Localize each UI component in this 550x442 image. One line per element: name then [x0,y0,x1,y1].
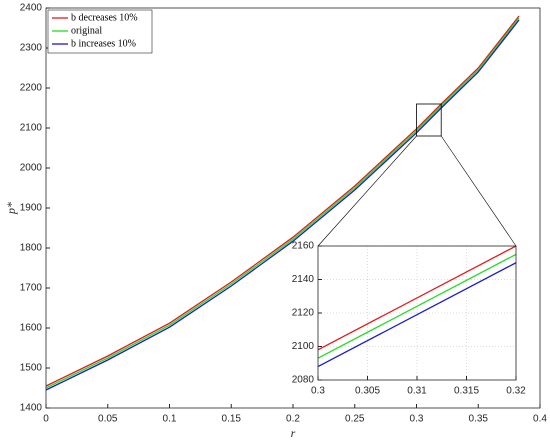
y-tick-label: 1400 [20,403,43,414]
x-axis-label: r [291,426,296,440]
x-tick-label: 0.31 [407,386,427,397]
zoom-connector [440,135,517,247]
series-line [317,253,517,359]
x-tick-label: 0.35 [469,414,489,425]
series-line [317,262,517,368]
x-tick-label: 0.25 [345,414,365,425]
x-tick-label: 0.3 [311,386,325,397]
y-tick-label: 2200 [20,83,43,94]
y-tick-label: 2300 [20,43,43,54]
axes-box [45,7,541,409]
y-tick-label: 2000 [20,163,43,174]
axes-box [317,245,517,381]
y-tick-label: 2140 [292,274,315,285]
zoom-connector [317,135,417,247]
y-tick-label: 2160 [292,241,315,252]
x-tick-label: 0.4 [533,414,547,425]
y-tick-label: 2100 [292,341,315,352]
x-tick-label: 0.2 [286,414,300,425]
series-line [45,15,520,387]
series-line [45,19,520,391]
zoom-box [416,103,442,137]
legend-label: b decreases 10% [71,12,138,23]
x-tick-label: 0.305 [355,386,380,397]
y-tick-label: 2080 [292,375,315,386]
legend-box [47,9,153,54]
y-tick-label: 2120 [292,308,315,319]
x-tick-label: 0.1 [163,414,177,425]
y-tick-label: 1600 [20,323,43,334]
series-line [317,245,517,351]
y-tick-label: 1900 [20,203,43,214]
legend-label: original [71,25,102,36]
y-tick-label: 2400 [20,3,43,14]
y-tick-label: 1800 [20,243,43,254]
legend-label: b increases 10% [71,38,136,49]
series-line [45,17,520,389]
x-tick-label: 0.32 [506,386,526,397]
y-tick-label: 1700 [20,283,43,294]
y-tick-label: 2100 [20,123,43,134]
x-tick-label: 0.05 [98,414,118,425]
x-tick-label: 0.15 [222,414,242,425]
x-tick-label: 0.3 [410,414,424,425]
x-tick-label: 0.315 [454,386,479,397]
y-axis-label: p* [4,202,18,215]
x-tick-label: 0 [43,414,49,425]
y-tick-label: 1500 [20,363,43,374]
